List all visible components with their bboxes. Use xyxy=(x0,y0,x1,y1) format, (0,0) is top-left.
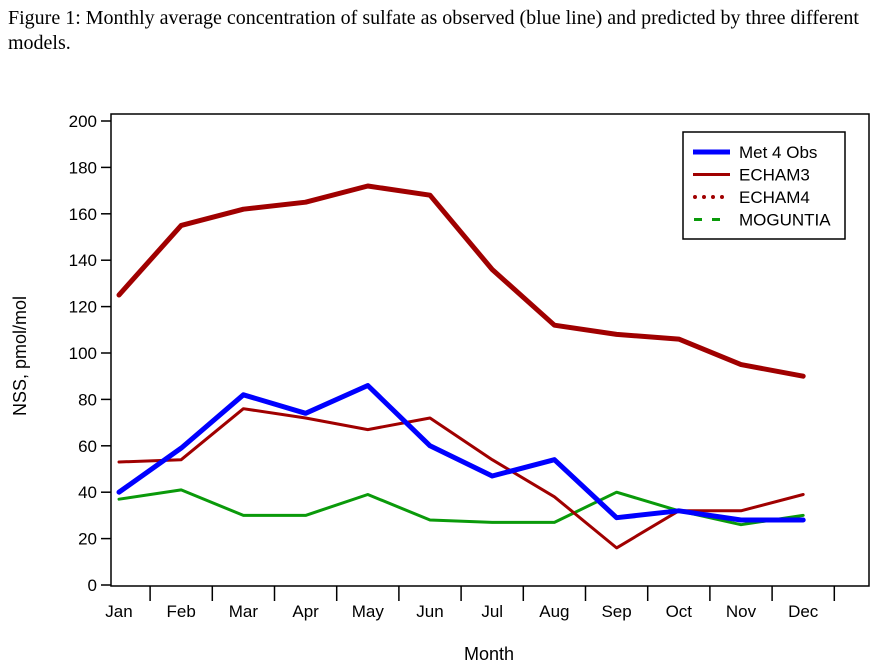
legend: Met 4 Obs ECHAM3 ECHAM4 MOGUNTIA xyxy=(682,131,846,240)
series-line-moguntia xyxy=(117,488,805,527)
x-tick-label: Oct xyxy=(666,602,693,621)
x-tick-label: Apr xyxy=(292,602,319,621)
series-line-met-4-obs xyxy=(116,383,806,523)
y-tick-label: 0 xyxy=(88,576,97,595)
series-lines xyxy=(116,183,806,550)
y-tick-label: 80 xyxy=(78,390,97,409)
plot-frame xyxy=(110,113,870,587)
y-tick-label: 120 xyxy=(69,298,97,317)
figure-caption: Figure 1: Monthly average concentration … xyxy=(8,7,859,54)
legend-label: ECHAM4 xyxy=(739,188,810,207)
y-tick-label: 200 xyxy=(69,112,97,131)
x-tick-label: Sep xyxy=(601,602,631,621)
y-tick-label: 100 xyxy=(69,344,97,363)
x-tick-label: Mar xyxy=(229,602,259,621)
y-tick-label: 40 xyxy=(78,483,97,502)
y-tick-label: 160 xyxy=(69,205,97,224)
legend-label: MOGUNTIA xyxy=(739,211,831,230)
x-tick-label: Jul xyxy=(481,602,503,621)
x-tick-label: Dec xyxy=(788,602,819,621)
series-line-echam3 xyxy=(116,183,806,379)
x-tick-label: Nov xyxy=(726,602,757,621)
series-line-echam4 xyxy=(117,407,805,550)
legend-label: Met 4 Obs xyxy=(739,143,817,162)
legend-label: ECHAM3 xyxy=(739,166,810,185)
y-tick-label: 180 xyxy=(69,158,97,177)
x-axis: Jan Feb Mar Apr May Jun Jul Aug Sep Oct Nov Dec xyxy=(105,586,836,621)
y-tick-label: 60 xyxy=(78,437,97,456)
y-tick-label: 140 xyxy=(69,251,97,270)
x-axis-title: Month xyxy=(464,644,514,664)
x-tick-label: May xyxy=(352,602,385,621)
x-tick-label: Feb xyxy=(167,602,196,621)
y-tick-label: 20 xyxy=(78,530,97,549)
y-axis: 0 20 40 60 80 100 120 140 160 180 200 xyxy=(69,112,111,595)
y-axis-title: NSS, pmol/mol xyxy=(10,296,30,416)
x-tick-label: Jan xyxy=(105,602,132,621)
x-tick-label: Aug xyxy=(539,602,569,621)
x-tick-label: Jun xyxy=(416,602,443,621)
